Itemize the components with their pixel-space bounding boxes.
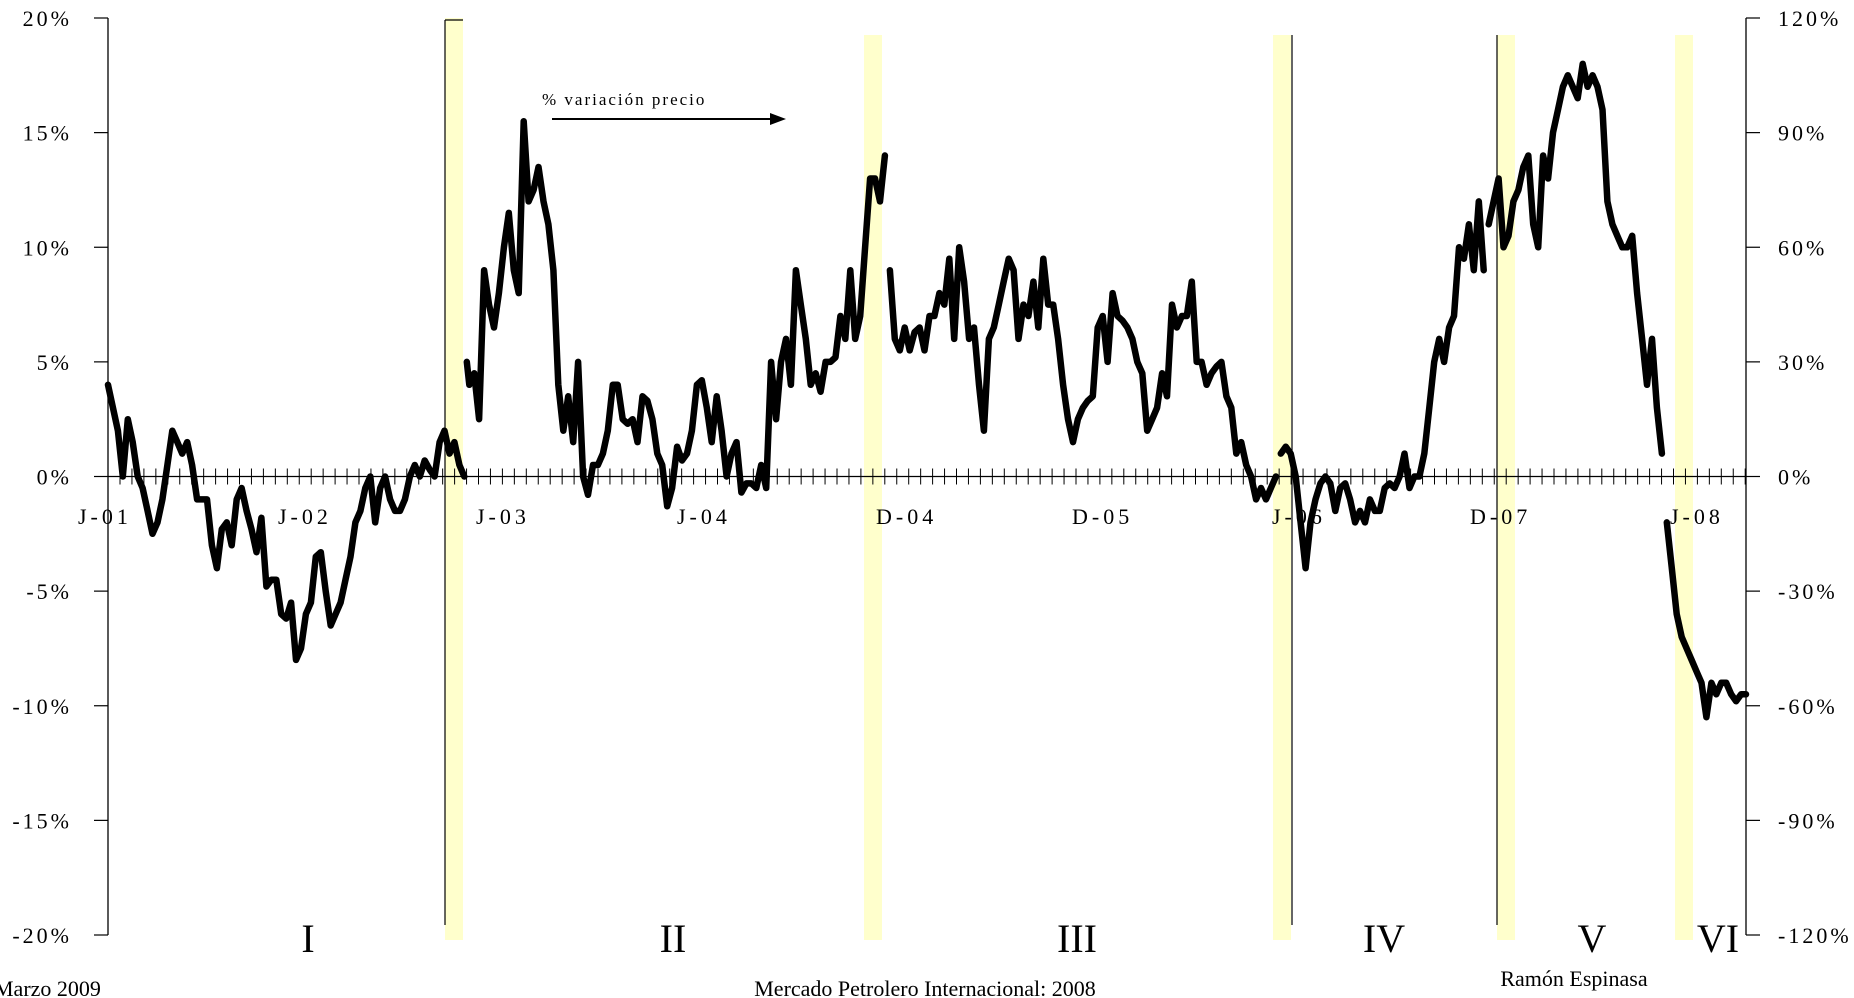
left-y-tick-label: -20% (12, 923, 72, 948)
period-band (1675, 35, 1693, 940)
series-line-segment-3 (886, 244, 1280, 503)
left-y-tick-label: 20% (23, 6, 72, 31)
left-y-tick-label: 10% (23, 235, 72, 260)
footer-title: Mercado Petrolero Internacional: 2008 (754, 976, 1095, 998)
x-tick-label: D-04 (876, 504, 937, 529)
left-y-tick-label: 0% (37, 465, 72, 490)
period-band (445, 18, 463, 940)
x-tick-label: J-03 (476, 504, 530, 529)
right-y-tick-label: 60% (1778, 235, 1827, 260)
right-y-tick-label: 0% (1778, 465, 1813, 490)
x-tick-label: J-08 (1670, 504, 1724, 529)
x-tick-label: J-04 (677, 504, 731, 529)
period-band (864, 35, 882, 940)
period-label: V (1578, 916, 1607, 961)
left-y-tick-label: 5% (37, 350, 72, 375)
annotation-label: % variación precio (542, 90, 706, 109)
right-y-tick-label: -30% (1778, 579, 1838, 604)
right-y-tick-label: -120% (1778, 923, 1852, 948)
right-y-tick-label: -60% (1778, 694, 1838, 719)
period-label: IV (1363, 916, 1405, 961)
series-line-segment-6 (1663, 519, 1750, 721)
series-lines (104, 60, 1750, 721)
period-label: II (660, 916, 687, 961)
series-line-segment-2 (463, 117, 889, 510)
right-y-tick-label: 90% (1778, 121, 1827, 146)
x-tick-label: J-06 (1272, 504, 1326, 529)
right-y-tick-label: -90% (1778, 808, 1838, 833)
left-y-tick-label: -5% (26, 579, 72, 604)
period-label: I (301, 916, 314, 961)
period-label: VI (1697, 916, 1739, 961)
series-line-segment-4 (1277, 198, 1487, 572)
left-y-tick-label: -15% (12, 808, 72, 833)
left-y-tick-label: 15% (23, 121, 72, 146)
footer-date: Marzo 2009 (0, 976, 101, 998)
period-band (1497, 35, 1515, 940)
x-tick-label: D-07 (1470, 504, 1531, 529)
right-y-tick-label: 120% (1778, 6, 1841, 31)
series-line-segment-5 (1485, 60, 1666, 457)
period-separator-bands (444, 18, 1693, 940)
axis-labels: 20% 15% 10% 5% 0% -5% -10% -15% -20% 120% 90% 60% 30… (12, 6, 1852, 961)
footer-author: Ramón Espinasa (1500, 966, 1647, 991)
series-line-segment-1 (104, 381, 468, 664)
x-tick-label: J-02 (278, 504, 332, 529)
x-tick-label: D-05 (1072, 504, 1133, 529)
annotation-arrow (552, 113, 786, 125)
period-label: III (1057, 916, 1097, 961)
left-y-tick-label: -10% (12, 694, 72, 719)
period-band (1273, 35, 1291, 940)
x-tick-label: J-01 (78, 504, 132, 529)
right-y-tick-label: 30% (1778, 350, 1827, 375)
